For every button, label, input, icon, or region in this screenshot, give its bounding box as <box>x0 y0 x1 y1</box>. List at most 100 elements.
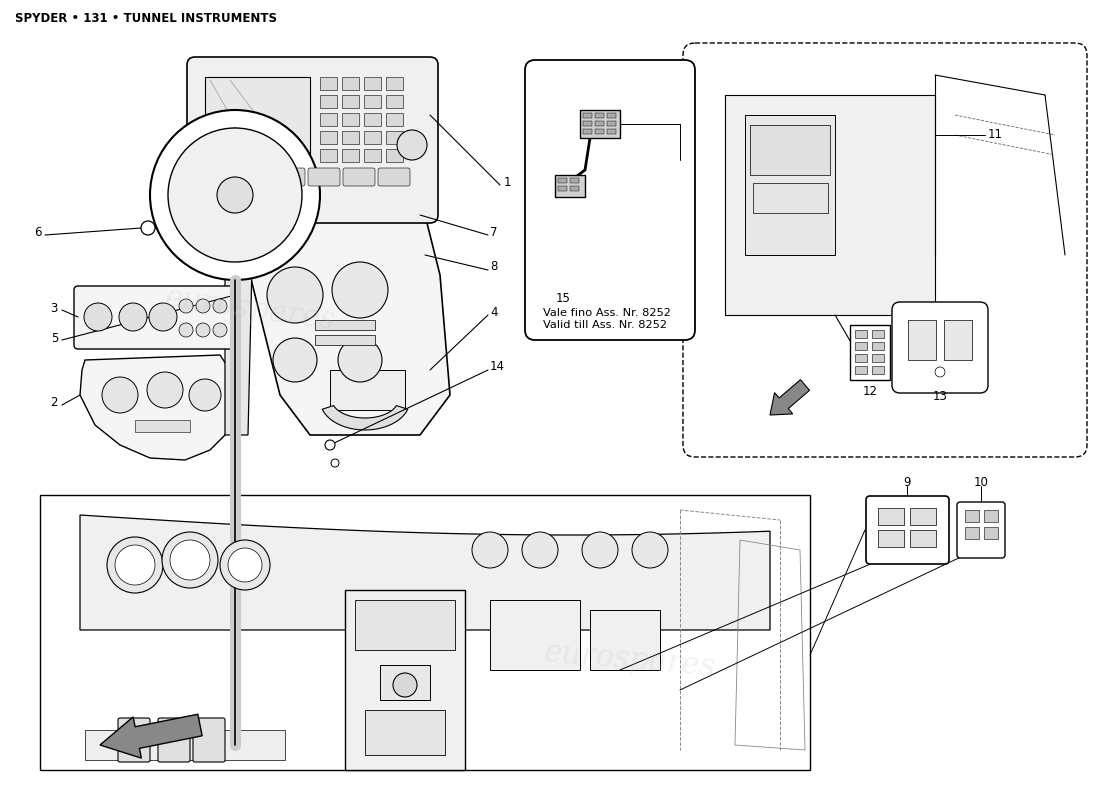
Circle shape <box>196 323 210 337</box>
Bar <box>872 342 884 350</box>
Bar <box>342 95 359 108</box>
Text: 7: 7 <box>490 226 497 238</box>
FancyBboxPatch shape <box>118 718 150 762</box>
Bar <box>386 131 403 144</box>
Circle shape <box>195 191 219 215</box>
Circle shape <box>217 177 253 213</box>
Bar <box>135 420 190 432</box>
Polygon shape <box>230 215 450 435</box>
FancyArrow shape <box>100 714 202 758</box>
Bar <box>205 77 310 157</box>
Bar <box>570 186 579 191</box>
Text: 13: 13 <box>933 390 947 403</box>
Polygon shape <box>322 406 408 430</box>
Bar <box>583 129 592 134</box>
Bar <box>386 149 403 162</box>
Text: 11: 11 <box>988 129 1003 142</box>
Bar <box>320 113 337 126</box>
Bar <box>590 610 660 670</box>
Circle shape <box>170 540 210 580</box>
FancyBboxPatch shape <box>158 718 190 762</box>
Bar <box>556 175 585 197</box>
Bar <box>355 600 455 650</box>
FancyBboxPatch shape <box>238 168 270 186</box>
Bar <box>872 330 884 338</box>
FancyBboxPatch shape <box>187 57 438 223</box>
Circle shape <box>582 532 618 568</box>
Bar <box>315 320 375 330</box>
Bar <box>580 110 620 138</box>
Bar <box>910 530 936 547</box>
Bar <box>908 320 936 360</box>
Circle shape <box>179 299 192 313</box>
Polygon shape <box>226 215 252 435</box>
Text: eurospares: eurospares <box>543 637 717 683</box>
Circle shape <box>179 323 192 337</box>
FancyArrow shape <box>770 380 810 415</box>
FancyBboxPatch shape <box>308 168 340 186</box>
FancyBboxPatch shape <box>273 168 305 186</box>
Bar <box>965 510 979 522</box>
Bar <box>745 115 835 255</box>
Bar <box>855 354 867 362</box>
Bar <box>910 508 936 525</box>
Text: 12: 12 <box>862 385 878 398</box>
Bar <box>595 113 604 118</box>
Text: 1: 1 <box>504 177 512 190</box>
Bar <box>878 530 904 547</box>
Bar <box>607 129 616 134</box>
Bar <box>40 495 810 770</box>
Bar <box>315 335 375 345</box>
Bar <box>595 121 604 126</box>
Circle shape <box>243 191 267 215</box>
Bar <box>320 95 337 108</box>
Bar <box>386 113 403 126</box>
Circle shape <box>162 532 218 588</box>
Bar <box>364 131 381 144</box>
Text: 3: 3 <box>51 302 58 314</box>
Bar <box>342 149 359 162</box>
Circle shape <box>213 323 227 337</box>
FancyBboxPatch shape <box>74 286 236 349</box>
Bar <box>850 325 890 380</box>
Bar <box>558 178 566 183</box>
Circle shape <box>102 377 138 413</box>
Bar <box>583 113 592 118</box>
Bar <box>320 131 337 144</box>
Bar <box>984 527 998 539</box>
Bar <box>872 354 884 362</box>
Bar <box>855 330 867 338</box>
FancyBboxPatch shape <box>683 43 1087 457</box>
FancyBboxPatch shape <box>204 168 235 186</box>
Bar <box>583 121 592 126</box>
Circle shape <box>213 299 227 313</box>
Text: 8: 8 <box>490 261 497 274</box>
Bar <box>855 342 867 350</box>
Bar <box>364 113 381 126</box>
Circle shape <box>119 303 147 331</box>
Circle shape <box>324 440 336 450</box>
Bar <box>85 730 285 760</box>
Text: 5: 5 <box>51 331 58 345</box>
Bar <box>320 77 337 90</box>
Circle shape <box>196 299 210 313</box>
Bar <box>872 366 884 374</box>
Circle shape <box>228 548 262 582</box>
Bar <box>855 366 867 374</box>
Circle shape <box>522 532 558 568</box>
Circle shape <box>338 338 382 382</box>
Bar <box>750 125 830 175</box>
Circle shape <box>267 267 323 323</box>
Bar <box>558 186 566 191</box>
Bar <box>595 129 604 134</box>
Text: 6: 6 <box>34 226 42 239</box>
Circle shape <box>935 367 945 377</box>
Bar <box>984 510 998 522</box>
Circle shape <box>141 221 155 235</box>
FancyBboxPatch shape <box>525 60 695 340</box>
Polygon shape <box>80 515 770 630</box>
Circle shape <box>150 110 320 280</box>
Text: SPYDER • 131 • TUNNEL INSTRUMENTS: SPYDER • 131 • TUNNEL INSTRUMENTS <box>15 12 277 25</box>
Bar <box>490 600 580 670</box>
Circle shape <box>148 303 177 331</box>
